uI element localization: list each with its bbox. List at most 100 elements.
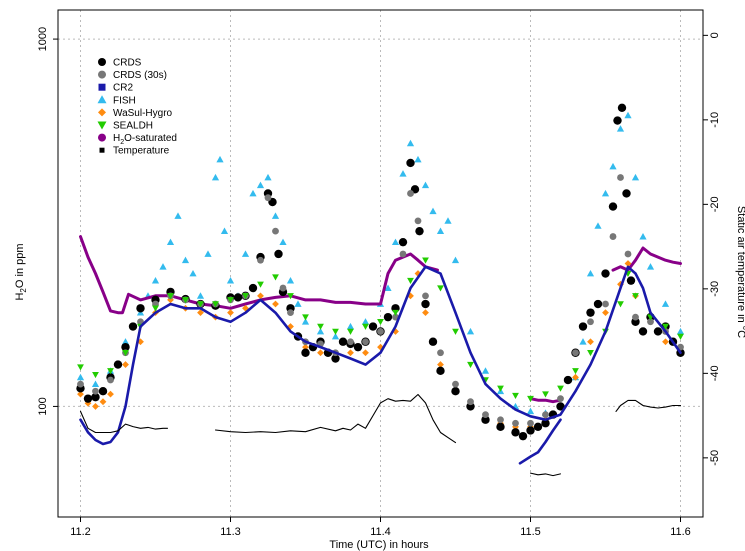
y-tick-label: 100	[37, 397, 49, 415]
data-point	[181, 256, 190, 264]
data-point	[572, 349, 579, 357]
data-point	[271, 212, 280, 219]
series-temperature-4	[615, 399, 682, 412]
legend-label: SEALDH	[113, 121, 153, 132]
legend-marker	[98, 83, 106, 91]
data-point	[301, 318, 310, 325]
series-fish	[76, 111, 685, 416]
data-point	[444, 217, 452, 224]
data-point	[249, 189, 257, 197]
data-point	[92, 371, 99, 379]
data-point	[414, 155, 422, 163]
data-point	[347, 338, 354, 346]
data-point	[197, 309, 204, 317]
data-point	[347, 328, 354, 335]
x-tick-label: 11.6	[670, 526, 691, 538]
data-point	[346, 322, 355, 330]
data-point	[122, 361, 129, 368]
data-point	[399, 170, 407, 177]
data-point	[264, 194, 272, 202]
data-point	[392, 309, 399, 317]
data-point	[661, 300, 670, 307]
series-temperature-3	[529, 472, 562, 477]
data-point	[98, 387, 108, 396]
data-point	[586, 269, 595, 277]
data-point	[159, 263, 167, 270]
data-point	[294, 300, 302, 307]
data-point	[331, 354, 340, 363]
data-point	[189, 269, 197, 277]
data-point	[594, 222, 602, 229]
y-tick-label: 1000	[37, 27, 49, 51]
data-point	[481, 367, 490, 374]
data-point	[406, 139, 415, 147]
series-line	[79, 235, 439, 315]
legend-marker	[98, 70, 106, 79]
x-tick-label: 11.3	[220, 526, 241, 538]
data-point	[137, 338, 144, 346]
data-point	[362, 349, 369, 357]
data-point	[272, 300, 279, 308]
data-point	[216, 155, 224, 163]
series-h2o-saturated-mid	[529, 397, 562, 404]
data-point	[227, 309, 234, 317]
data-point	[542, 411, 549, 419]
data-point	[428, 337, 438, 346]
series-line	[529, 397, 562, 404]
data-point	[422, 257, 429, 264]
data-point	[415, 226, 424, 236]
data-point	[422, 292, 429, 300]
data-point	[601, 189, 610, 197]
data-point	[572, 373, 579, 381]
data-point	[602, 300, 609, 308]
data-point	[406, 158, 415, 168]
data-point	[512, 392, 519, 400]
data-point	[121, 338, 130, 345]
data-point	[677, 333, 684, 340]
data-point	[152, 305, 159, 312]
data-point	[77, 390, 84, 398]
data-point	[609, 233, 617, 240]
data-point	[377, 328, 384, 335]
series-cr2-low	[518, 418, 562, 465]
series-h2o-saturated-right	[611, 246, 682, 272]
data-point	[451, 256, 460, 264]
data-point	[436, 227, 445, 235]
y2-tick-label: -40	[709, 365, 721, 381]
data-point	[361, 318, 370, 325]
data-point	[92, 387, 99, 395]
data-point	[220, 227, 229, 235]
data-point	[302, 343, 309, 351]
data-point	[174, 212, 182, 219]
data-point	[384, 284, 392, 291]
data-point	[593, 299, 603, 309]
y2-axis-title: Static air temperature in °C	[735, 206, 745, 338]
data-point	[301, 348, 310, 357]
data-point	[467, 398, 474, 406]
data-point	[331, 332, 340, 340]
series-temperature	[79, 410, 169, 434]
data-point	[407, 277, 414, 285]
data-point	[647, 318, 654, 326]
data-point	[377, 319, 384, 326]
series-line	[611, 246, 682, 272]
data-point	[287, 309, 294, 317]
data-point	[196, 292, 205, 299]
data-point	[527, 419, 534, 427]
data-point	[608, 202, 618, 211]
y2-tick-label: -30	[709, 281, 721, 297]
data-point	[332, 328, 339, 335]
data-point	[256, 181, 265, 189]
data-point	[274, 249, 283, 259]
data-point	[587, 338, 594, 346]
data-point	[166, 238, 175, 246]
data-point	[533, 422, 543, 432]
data-point	[233, 293, 243, 302]
legend-marker	[99, 147, 105, 153]
data-point	[578, 322, 588, 331]
data-point	[632, 313, 639, 321]
legend-label: CR2	[113, 83, 133, 94]
data-point	[466, 327, 475, 335]
